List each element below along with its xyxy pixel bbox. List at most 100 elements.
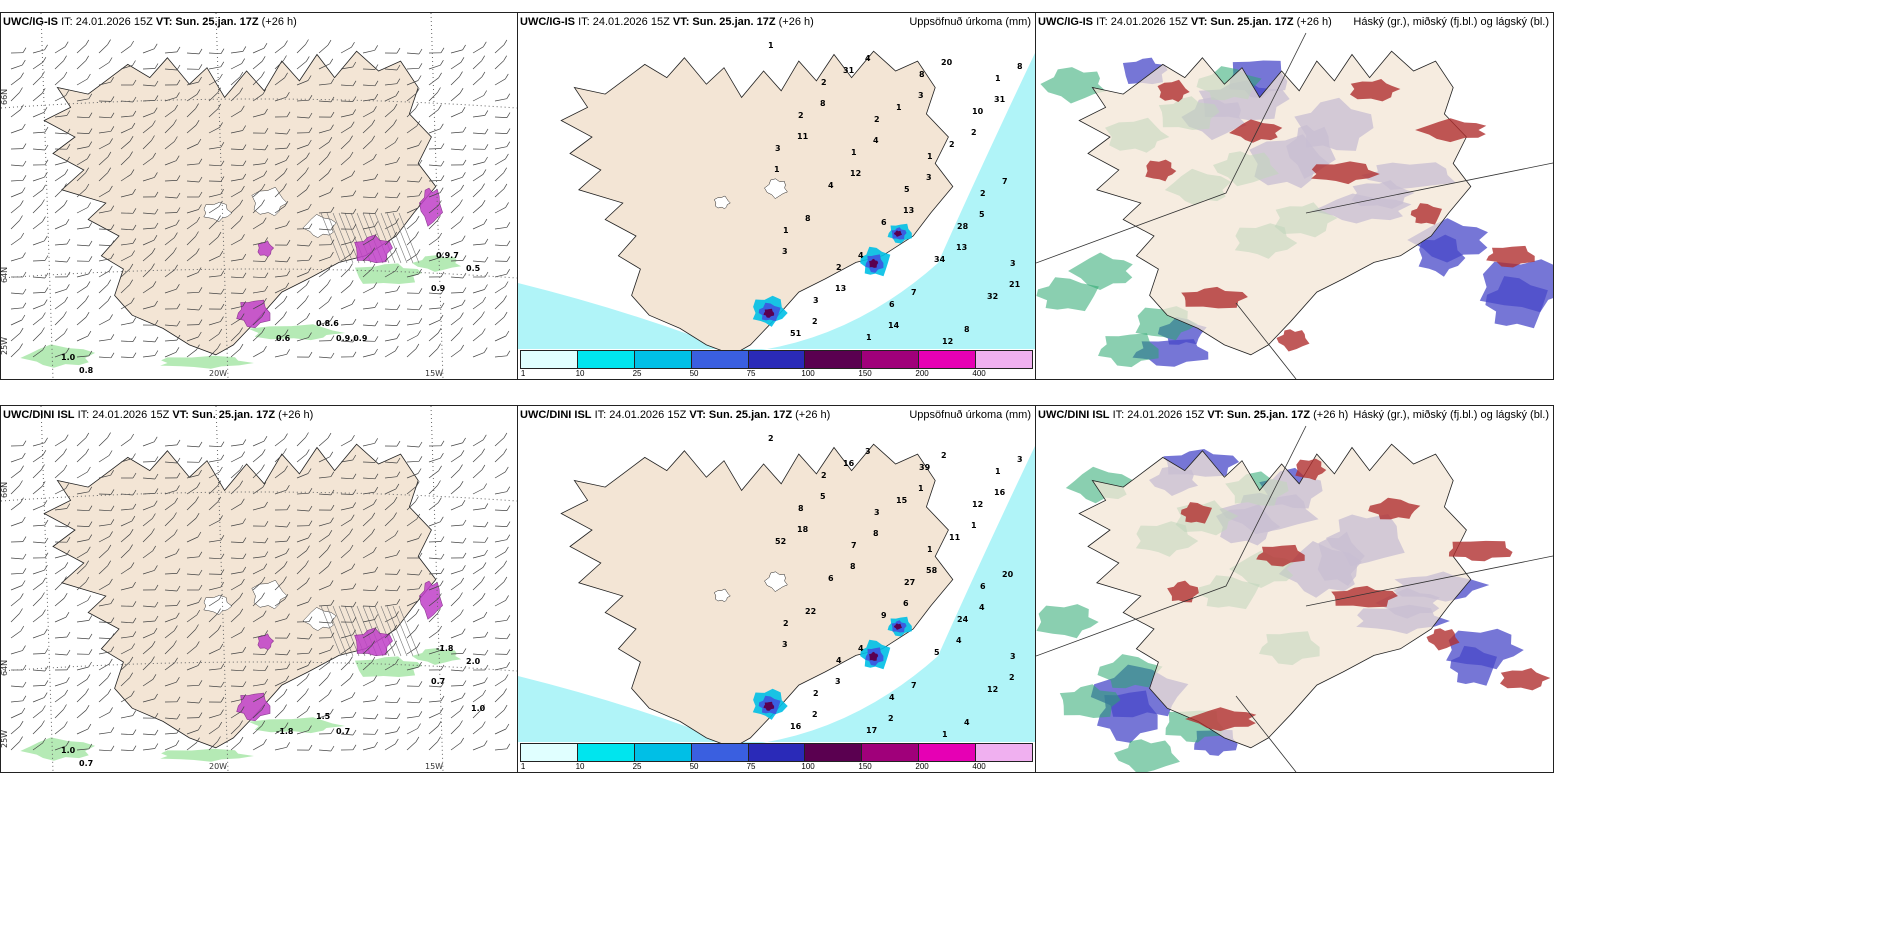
wind-barb-feather bbox=[330, 489, 335, 496]
precip-value-label: 2 bbox=[812, 317, 818, 326]
wind-barb bbox=[450, 710, 461, 719]
wind-barb-feather bbox=[459, 720, 463, 726]
wind-barb-feather bbox=[107, 295, 112, 302]
wind-barb bbox=[252, 148, 266, 151]
wind-barb-feather bbox=[264, 501, 268, 508]
wind-barb-feather bbox=[176, 713, 181, 720]
wind-barb bbox=[208, 520, 220, 527]
wind-barb-feather bbox=[418, 63, 423, 69]
wind-barb bbox=[10, 725, 21, 735]
wind-barb bbox=[186, 729, 199, 735]
wind-barb-feather bbox=[328, 296, 332, 302]
wind-barb bbox=[406, 728, 418, 735]
wind-barb bbox=[164, 589, 178, 592]
wind-barb-feather bbox=[132, 453, 136, 459]
wind-barb-feather bbox=[439, 707, 444, 714]
wind-barb-feather bbox=[503, 295, 507, 301]
wind-barb bbox=[98, 474, 111, 479]
wind-barb bbox=[230, 541, 244, 543]
wind-barb-feather bbox=[66, 649, 71, 656]
wind-barb-feather bbox=[308, 223, 313, 229]
wind-barb bbox=[120, 508, 133, 511]
wind-barb-feather bbox=[130, 297, 135, 303]
wind-barb-feather bbox=[374, 614, 379, 620]
wind-barb bbox=[472, 188, 482, 198]
precip-green-area bbox=[354, 656, 422, 677]
wind-barb bbox=[142, 140, 152, 150]
wind-barb-feather bbox=[108, 265, 113, 272]
wind-barb-feather bbox=[242, 144, 247, 150]
wind-barb-feather bbox=[305, 560, 309, 566]
wind-barb bbox=[428, 205, 439, 214]
wind-barb-feather bbox=[42, 450, 47, 456]
wind-barb bbox=[274, 260, 288, 263]
wind-barb-feather bbox=[506, 505, 511, 511]
wind-barb bbox=[10, 205, 21, 214]
precip-value-label: 20 bbox=[1002, 570, 1014, 579]
wind-barb bbox=[98, 651, 111, 655]
wind-barb-feather bbox=[462, 552, 467, 559]
wind-barb-feather bbox=[351, 563, 356, 569]
wind-barb-feather bbox=[481, 200, 486, 206]
hatch-line bbox=[338, 212, 360, 264]
wind-barb bbox=[362, 49, 375, 54]
wind-barb bbox=[296, 300, 306, 310]
wind-barb-feather bbox=[240, 706, 245, 712]
wind-barb-feather bbox=[240, 498, 245, 504]
map-precip-bottom: 2231624411872724321739125269512161615112… bbox=[518, 434, 1035, 749]
wind-barb-feather bbox=[131, 122, 136, 129]
wind-barb bbox=[76, 172, 86, 182]
wind-barb-feather bbox=[305, 39, 309, 45]
wind-barb-feather bbox=[64, 296, 69, 303]
wind-barb bbox=[450, 92, 461, 102]
lat-label-64n: 64N bbox=[1, 267, 9, 283]
precip-colorbar-labels: 1 10 25 50 75 100 150 200 400 bbox=[520, 369, 1033, 379]
precip-value-label: 8 bbox=[1017, 62, 1023, 71]
wind-barb bbox=[274, 225, 287, 230]
wind-barb-feather bbox=[86, 546, 91, 552]
wind-barb-feather bbox=[330, 111, 335, 118]
wind-barb bbox=[274, 132, 288, 135]
colorbar-tick-label: 10 bbox=[575, 762, 585, 771]
wind-barb bbox=[32, 76, 42, 86]
wind-barb bbox=[428, 192, 441, 198]
wind-barb-feather bbox=[239, 343, 244, 350]
wind-barb bbox=[32, 93, 43, 102]
wind-barb bbox=[186, 236, 196, 246]
wind-barb-feather bbox=[261, 704, 266, 710]
wind-barb bbox=[208, 501, 219, 511]
wind-barb bbox=[296, 208, 309, 214]
wind-barb-feather bbox=[42, 609, 46, 615]
wind-barb bbox=[164, 269, 175, 278]
wind-barb bbox=[98, 338, 111, 342]
wind-barb bbox=[186, 474, 199, 479]
wind-barb-feather bbox=[393, 103, 398, 110]
wind-barb-feather bbox=[440, 695, 445, 702]
wind-barb-feather bbox=[174, 232, 178, 238]
wind-barb bbox=[98, 319, 110, 326]
wind-barb-feather bbox=[195, 496, 199, 502]
header-lead: (+26 h) bbox=[278, 409, 314, 421]
wind-barb-feather bbox=[43, 692, 48, 698]
wind-barb bbox=[472, 316, 482, 326]
wind-barb bbox=[208, 459, 221, 463]
wind-barb-feather bbox=[240, 313, 245, 319]
precip-colorbar bbox=[520, 743, 1033, 762]
wind-barb bbox=[252, 669, 266, 672]
wind-barb-feather bbox=[284, 433, 288, 439]
precip-value-label: 3 bbox=[874, 508, 880, 517]
wind-barb-feather bbox=[396, 157, 401, 163]
wind-barb-feather bbox=[176, 334, 181, 341]
wind-barb-feather bbox=[88, 112, 93, 118]
wind-barb bbox=[450, 541, 464, 544]
wind-barb bbox=[340, 733, 354, 736]
wind-barb bbox=[428, 741, 438, 751]
wind-barb bbox=[362, 226, 375, 230]
lat-label-66n: 66N bbox=[1, 89, 9, 105]
wind-barb bbox=[362, 700, 375, 703]
wind-barb bbox=[120, 127, 133, 134]
wind-barb-feather bbox=[132, 503, 137, 510]
wind-barb bbox=[274, 188, 284, 198]
wind-barb bbox=[362, 252, 372, 262]
wind-barb-feather bbox=[418, 318, 423, 324]
